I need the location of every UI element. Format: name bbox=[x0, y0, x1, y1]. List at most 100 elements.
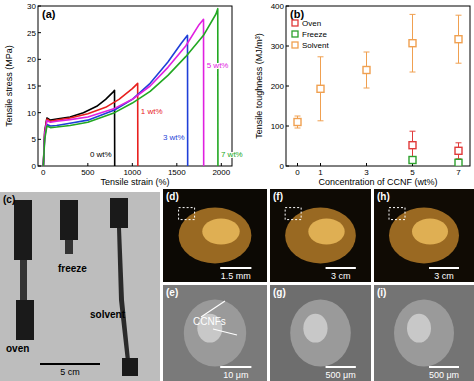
error-bar-cap bbox=[295, 128, 301, 129]
fracture-surface bbox=[412, 218, 448, 244]
x-tick-label: 5 bbox=[410, 168, 415, 177]
sample-strip bbox=[16, 300, 34, 340]
sem-texture bbox=[290, 299, 351, 366]
sample-strip bbox=[14, 200, 32, 260]
y-tick bbox=[38, 166, 41, 167]
image-background bbox=[374, 285, 474, 381]
sample-strip bbox=[65, 240, 73, 254]
image-panel: (d)1.5 mm bbox=[163, 189, 267, 282]
sample-strip bbox=[20, 260, 27, 300]
data-point bbox=[294, 119, 301, 126]
fracture-surface bbox=[285, 208, 356, 264]
y-tick-label: 10 bbox=[27, 109, 36, 118]
error-bar-cap bbox=[364, 52, 370, 53]
arrow bbox=[213, 329, 237, 335]
x-tick bbox=[366, 163, 367, 166]
scale-bar-label: 500 μm bbox=[326, 370, 356, 380]
x-tick-label: 500 bbox=[81, 168, 95, 177]
panel-label: (h) bbox=[377, 191, 390, 202]
y-axis-label: Tensile stress (MPa) bbox=[4, 45, 14, 127]
error-bar-cap bbox=[456, 142, 462, 143]
y-tick bbox=[38, 139, 41, 140]
y-tick bbox=[38, 86, 41, 87]
stress-strain-curve bbox=[43, 35, 187, 166]
series-label: 7 wt% bbox=[221, 150, 243, 159]
legend-marker bbox=[292, 42, 298, 48]
y-tick-label: 0 bbox=[280, 162, 285, 171]
error-bar-cap bbox=[456, 15, 462, 16]
scale-bar bbox=[40, 363, 100, 365]
image-label: solvent bbox=[90, 309, 126, 320]
data-point bbox=[455, 36, 462, 43]
y-tick-label: 15 bbox=[27, 82, 36, 91]
series-label: 0 wt% bbox=[90, 150, 112, 159]
scale-bar bbox=[326, 267, 356, 269]
error-bar-cap bbox=[410, 131, 416, 132]
image-panel: (e)10 μmCCNFs bbox=[163, 285, 267, 381]
x-tick bbox=[297, 163, 298, 166]
y-tick-label: 0 bbox=[32, 162, 37, 171]
scale-bar bbox=[220, 267, 251, 269]
scale-bar bbox=[429, 267, 459, 269]
scale-bar bbox=[220, 366, 251, 368]
zoom-box bbox=[389, 208, 405, 220]
legend-marker bbox=[292, 20, 298, 26]
scale-bar-label: 1.5 mm bbox=[221, 271, 251, 281]
x-tick-label: 1500 bbox=[168, 168, 186, 177]
y-tick-label: 100 bbox=[271, 122, 285, 131]
x-tick bbox=[320, 163, 321, 166]
data-point bbox=[409, 40, 416, 47]
y-tick-label: 20 bbox=[27, 55, 36, 64]
fracture-surface bbox=[308, 218, 344, 244]
x-axis-label: Concentration of CCNF (wt%) bbox=[318, 177, 437, 187]
panel-label: (e) bbox=[166, 287, 178, 298]
x-tick bbox=[87, 163, 88, 166]
error-bar-cap bbox=[318, 120, 324, 121]
fracture-surface bbox=[202, 218, 239, 244]
scale-bar-label: 3 cm bbox=[434, 271, 454, 281]
data-point bbox=[363, 67, 370, 74]
data-point bbox=[409, 142, 416, 149]
x-tick bbox=[132, 163, 133, 166]
panel-label: (g) bbox=[273, 287, 286, 298]
zoom-box bbox=[179, 208, 195, 220]
image-background bbox=[374, 189, 474, 282]
sem-texture bbox=[303, 314, 327, 343]
image-panel: (f)3 cm bbox=[270, 189, 371, 282]
figure: 0500100015002000051015202530Tensile stra… bbox=[0, 0, 474, 381]
scale-bar-label: 3 cm bbox=[331, 271, 351, 281]
data-point bbox=[455, 159, 462, 166]
panel-label: (a) bbox=[42, 8, 56, 20]
error-bar bbox=[295, 116, 301, 128]
x-tick-label: 1 bbox=[318, 168, 323, 177]
error-bar bbox=[364, 52, 370, 88]
series-label: 5 wt% bbox=[207, 61, 229, 70]
y-tick bbox=[286, 166, 289, 167]
error-bar-cap bbox=[456, 63, 462, 64]
image-background bbox=[163, 285, 267, 381]
y-tick-label: 5 bbox=[32, 135, 37, 144]
plot-frame bbox=[286, 6, 470, 166]
error-bar bbox=[456, 143, 462, 159]
image-panel: (i)500 μm bbox=[374, 285, 474, 381]
zoom-box bbox=[285, 208, 301, 220]
y-axis-label: Tensile toughness (MJ/m³) bbox=[254, 33, 264, 139]
error-bar-cap bbox=[364, 88, 370, 89]
legend-label: Solvent bbox=[302, 41, 329, 50]
sem-texture bbox=[184, 299, 246, 366]
series-label: 1 wt% bbox=[141, 107, 163, 116]
plot-marks bbox=[294, 14, 462, 166]
image-panel: (c)5 cmfreezeovensolvent bbox=[0, 192, 160, 381]
stress-strain-curve bbox=[43, 19, 203, 166]
y-tick-label: 30 bbox=[27, 2, 36, 11]
x-tick bbox=[176, 163, 177, 166]
y-tick bbox=[286, 126, 289, 127]
x-axis-label: Tensile strain (%) bbox=[100, 177, 169, 187]
sample-strip bbox=[60, 200, 78, 240]
legend-label: Oven bbox=[302, 19, 321, 28]
scale-bar bbox=[326, 366, 356, 368]
y-tick bbox=[286, 86, 289, 87]
x-tick-label: 2000 bbox=[212, 168, 230, 177]
data-point bbox=[409, 157, 416, 164]
y-tick bbox=[286, 46, 289, 47]
